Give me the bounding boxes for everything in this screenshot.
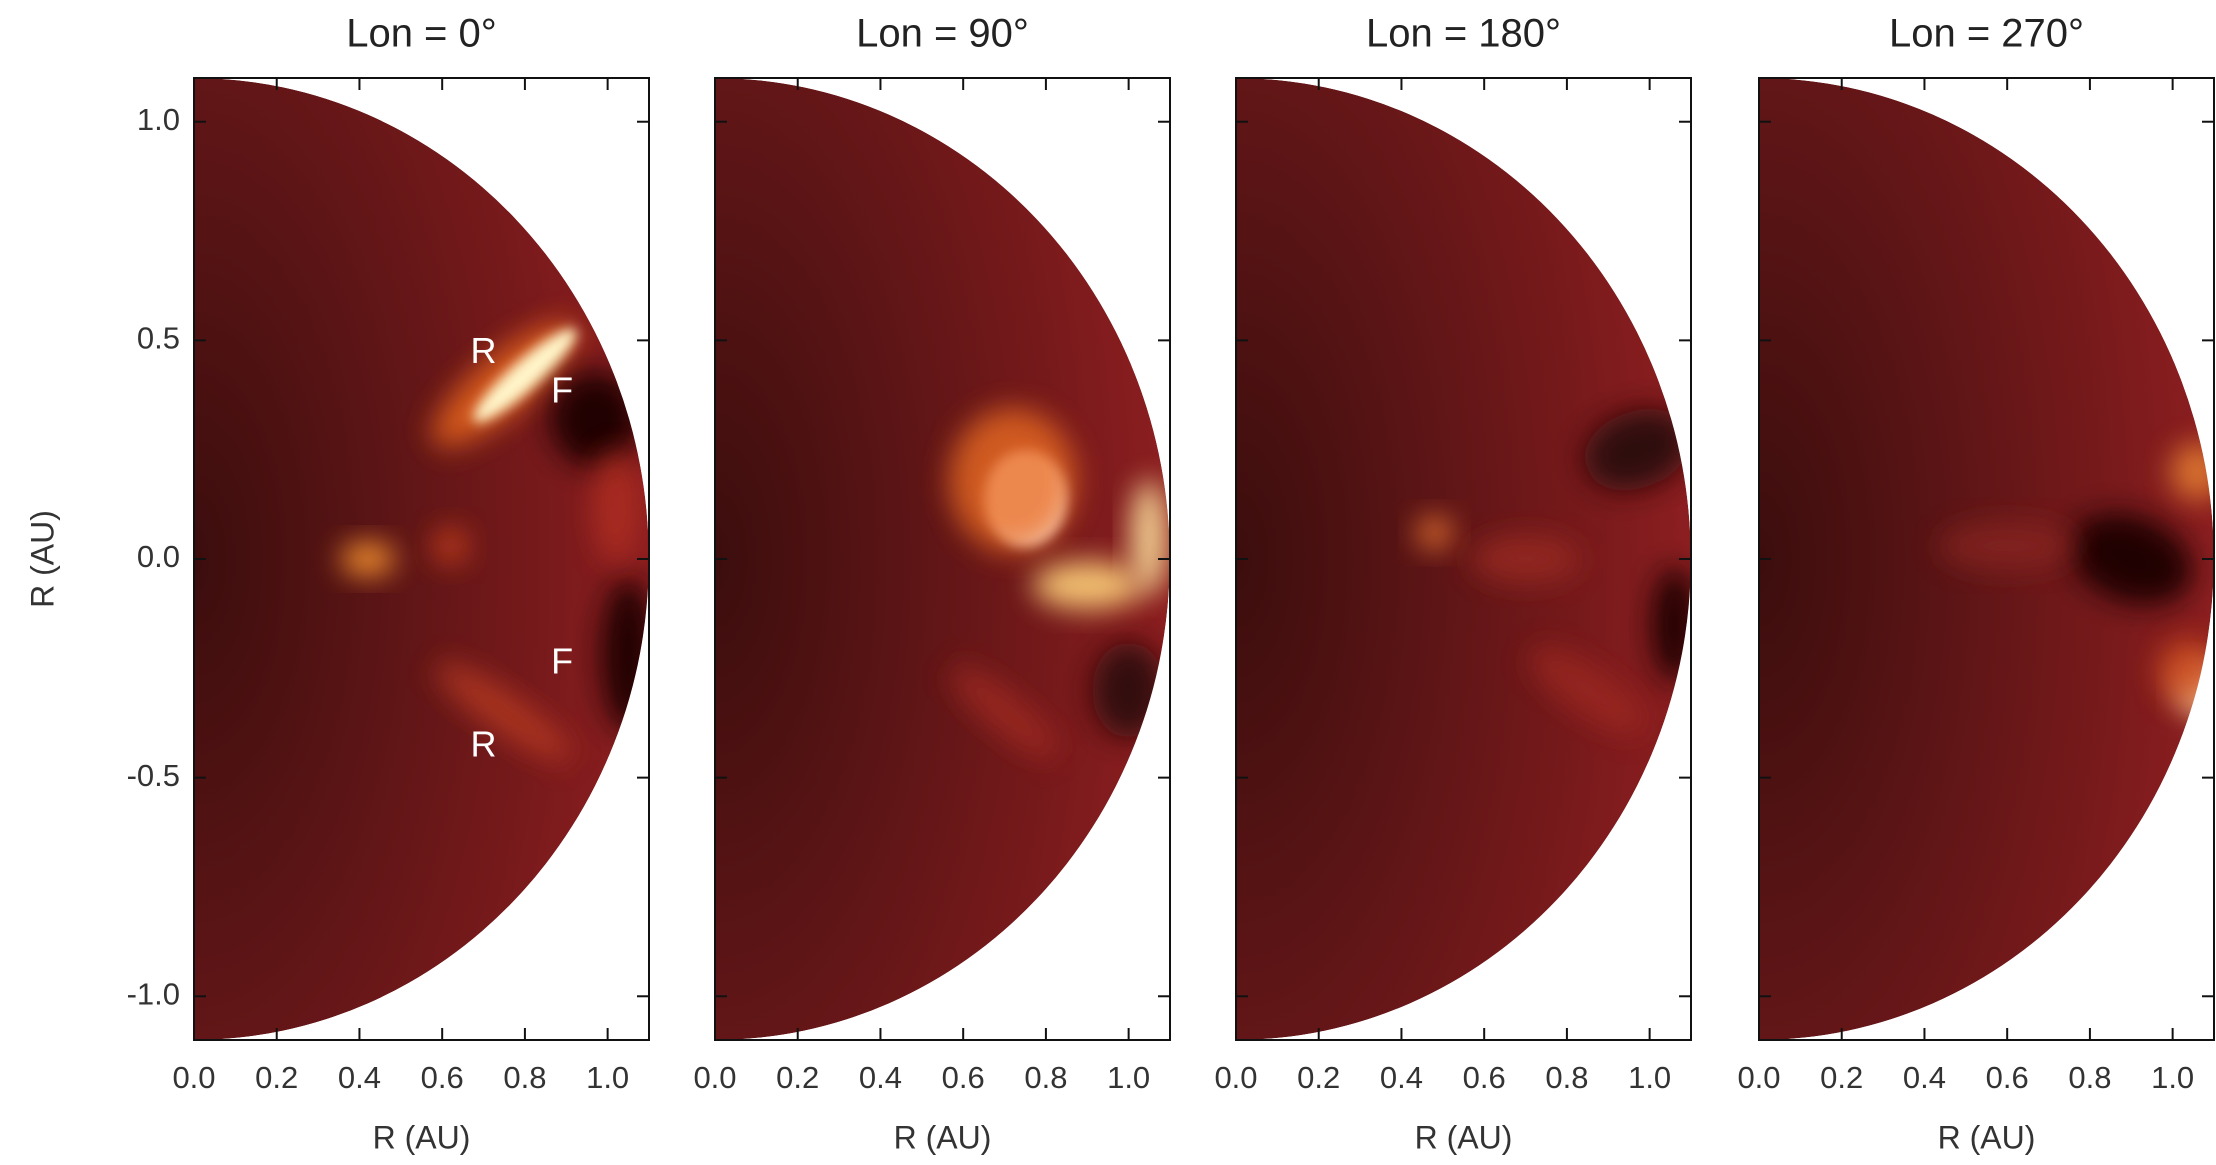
x-tick-label: 0.4 — [1380, 1060, 1423, 1095]
x-tick-label: 1.0 — [1628, 1060, 1671, 1095]
heatmap-feature — [593, 449, 639, 564]
heatmap — [1236, 78, 1702, 1040]
y-tick-label: 0.0 — [137, 539, 180, 574]
heatmap-base — [715, 78, 1170, 1040]
heatmap-base — [1236, 78, 1691, 1040]
heatmap-feature — [1033, 561, 1142, 609]
heatmap-feature — [949, 408, 1076, 552]
x-tick-label: 0.6 — [1986, 1060, 2029, 1095]
x-axis-label: R (AU) — [894, 1119, 992, 1155]
heatmap-base — [194, 78, 649, 1040]
x-tick-label: 0.2 — [776, 1060, 819, 1095]
panel-title: Lon = 90° — [856, 12, 1029, 56]
annotation: R — [471, 724, 497, 765]
y-tick-label: -0.5 — [127, 758, 180, 793]
x-axis-label: R (AU) — [1938, 1119, 2036, 1155]
x-tick-label: 0.8 — [1024, 1060, 1067, 1095]
panel: Lon = 0° 0.0 0.2 0.4 0.6 0.8 1.0 -1.0 -0.5 0.0 0.5… — [24, 12, 655, 1156]
x-tick-label: 1.0 — [586, 1060, 629, 1095]
heatmap — [194, 78, 656, 1040]
panel: Lon = 90° 0.0 0.2 0.4 0.6 0.8 1.0 R (AU) — [693, 12, 1170, 1156]
x-tick-label: 0.6 — [1463, 1060, 1506, 1095]
panel-title: Lon = 180° — [1366, 12, 1561, 56]
x-tick-label: 0.8 — [503, 1060, 546, 1095]
y-tick-label: 1.0 — [137, 102, 180, 137]
heatmap-feature — [1131, 479, 1167, 594]
x-tick-label: 0.2 — [1820, 1060, 1863, 1095]
x-tick-label: 0.4 — [859, 1060, 902, 1095]
x-axis-label: R (AU) — [1415, 1119, 1513, 1155]
y-tick-label: -1.0 — [127, 976, 180, 1011]
heatmap-feature — [1939, 522, 2075, 570]
x-tick-label: 0.8 — [2068, 1060, 2111, 1095]
panel-title: Lon = 0° — [346, 12, 497, 56]
x-axis-label: R (AU) — [373, 1119, 471, 1155]
panel: Lon = 180° 0.0 0.2 0.4 0.6 0.8 1.0 R (AU) — [1214, 12, 1701, 1156]
annotation: F — [551, 369, 573, 410]
x-tick-label: 1.0 — [2151, 1060, 2194, 1095]
x-tick-label: 0.0 — [172, 1060, 215, 1095]
x-tick-label: 0.0 — [1737, 1060, 1780, 1095]
x-tick-label: 0.6 — [942, 1060, 985, 1095]
x-tick-label: 0.4 — [338, 1060, 381, 1095]
heatmap-feature — [1471, 535, 1580, 583]
annotation: F — [551, 640, 573, 681]
heatmap-feature — [601, 578, 656, 732]
x-tick-label: 0.0 — [693, 1060, 736, 1095]
heatmap-feature — [340, 542, 395, 576]
heatmap — [1759, 78, 2216, 1040]
annotation: R — [471, 330, 497, 371]
heatmap-feature — [1092, 642, 1165, 738]
panel: Lon = 270° 0.0 0.2 0.4 0.6 0.8 1.0 R (AU) — [1737, 12, 2216, 1156]
y-axis-label: R (AU) — [24, 510, 60, 608]
x-tick-label: 0.4 — [1903, 1060, 1946, 1095]
x-tick-label: 1.0 — [1107, 1060, 1150, 1095]
y-tick-label: 0.5 — [137, 321, 180, 356]
figure: Lon = 0° 0.0 0.2 0.4 0.6 0.8 1.0 -1.0 -0.5 0.0 0.5… — [0, 0, 2216, 1165]
x-tick-label: 0.2 — [1297, 1060, 1340, 1095]
heatmap — [715, 78, 1170, 1040]
x-tick-label: 0.6 — [421, 1060, 464, 1095]
x-tick-label: 0.2 — [255, 1060, 298, 1095]
panel-title: Lon = 270° — [1889, 12, 2084, 56]
heatmap-feature — [1416, 516, 1452, 550]
x-tick-label: 0.8 — [1545, 1060, 1588, 1095]
x-tick-label: 0.0 — [1214, 1060, 1257, 1095]
heatmap-feature — [432, 527, 468, 565]
